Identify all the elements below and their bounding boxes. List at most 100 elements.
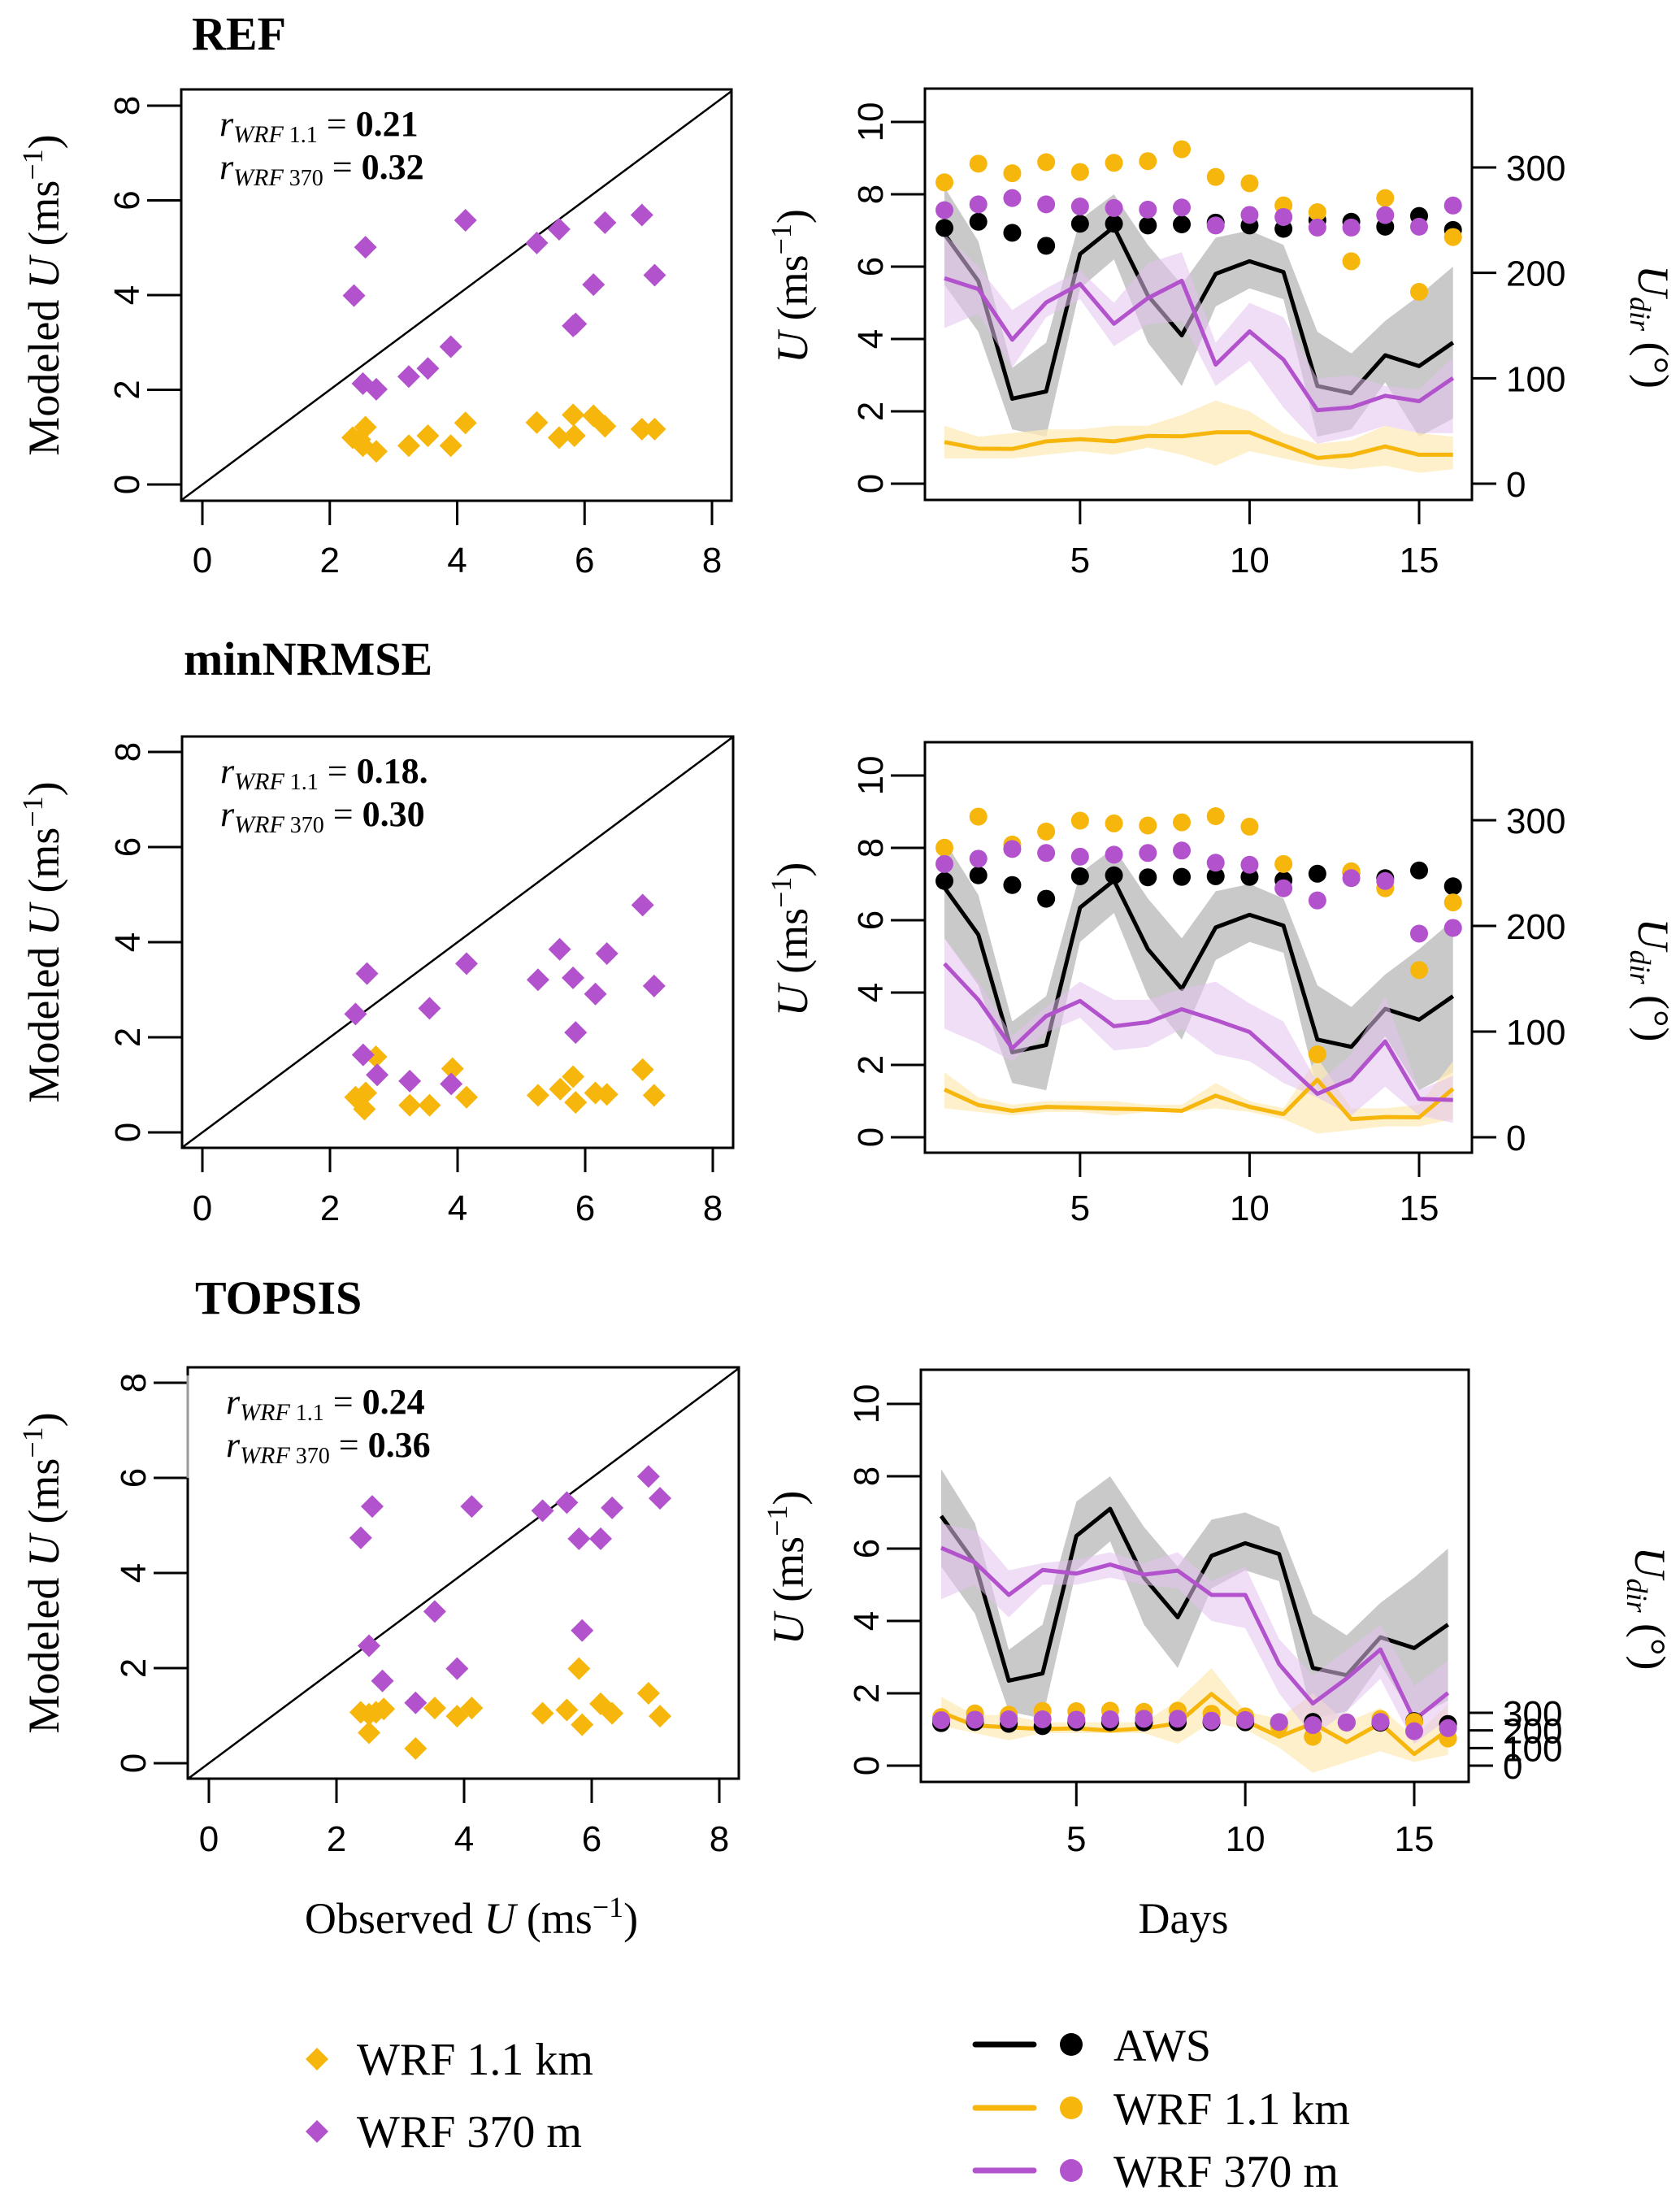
- direction-dot-wrf11: [1070, 811, 1089, 830]
- y-right-tick-label: 200: [1506, 254, 1565, 294]
- scatter-point-wrf370: [567, 1527, 591, 1550]
- scatter-point-wrf11: [418, 1093, 441, 1117]
- direction-dot-wrf370: [1206, 854, 1225, 872]
- direction-dot-wrf11: [1410, 283, 1428, 302]
- band-wrf370: [944, 938, 1453, 1123]
- y-tick-label: 8: [114, 1373, 154, 1393]
- direction-dot-wrf11: [969, 154, 988, 173]
- scatter-point-wrf370: [571, 1619, 594, 1642]
- scatter-point-wrf11: [445, 1705, 469, 1728]
- direction-dot-aws: [936, 219, 953, 237]
- scatter-point-wrf370: [355, 962, 379, 985]
- y-right-tick-label: 100: [1506, 1013, 1565, 1053]
- direction-dot-wrf370: [1376, 871, 1395, 890]
- direction-dot-wrf370: [1037, 195, 1056, 214]
- direction-dot-aws: [1410, 861, 1428, 880]
- direction-dot-wrf11: [1105, 154, 1123, 172]
- direction-dot-wrf370: [1337, 1713, 1356, 1732]
- scatter-point-wrf11: [531, 1701, 554, 1725]
- direction-dot-aws: [969, 866, 988, 884]
- y-tick-label: 6: [114, 1468, 154, 1488]
- x-tick-label: 4: [448, 1188, 467, 1228]
- y-tick-label: 2: [851, 402, 891, 421]
- scatter-point-wrf370: [593, 211, 617, 234]
- scatter-point-wrf11: [571, 1713, 594, 1736]
- x-tick-label: 0: [193, 1188, 212, 1228]
- y-tick-label: 10: [851, 756, 891, 796]
- y-right-tick-label: 300: [1506, 149, 1565, 189]
- series-wrf11: [349, 1657, 671, 1760]
- direction-dot-wrf11: [1003, 164, 1022, 183]
- scatter-point-wrf11: [595, 1083, 619, 1106]
- direction-dot-wrf370: [932, 1711, 950, 1730]
- legend-diamond-wrf11-icon: [306, 2048, 328, 2070]
- direction-dot-wrf11: [1037, 822, 1056, 841]
- scatter-point-wrf11: [404, 1736, 428, 1760]
- scatter-point-wrf370: [555, 1491, 579, 1514]
- y-tick-label: 0: [851, 1128, 891, 1147]
- direction-dot-wrf370: [1070, 847, 1089, 866]
- scatter-point-wrf370: [445, 1657, 469, 1680]
- scatter-point-wrf11: [454, 1085, 478, 1109]
- scatter-point-wrf370: [525, 231, 549, 254]
- scatter-point-wrf370: [342, 284, 366, 307]
- scatter-point-wrf11: [525, 411, 549, 434]
- scatter-point-wrf370: [423, 1600, 446, 1623]
- scatter-point-wrf11: [423, 1697, 446, 1720]
- scatter-point-wrf11: [549, 1077, 572, 1101]
- x-tick-label: 5: [1066, 1819, 1086, 1859]
- y-tick-label: 10: [847, 1384, 887, 1424]
- scatter-point-wrf370: [636, 1465, 660, 1488]
- scatter-point-wrf370: [526, 968, 549, 992]
- y-tick-label: 8: [108, 742, 148, 762]
- direction-dot-wrf370: [1236, 1710, 1255, 1729]
- y-right-tick-label: 100: [1506, 359, 1565, 399]
- speed-line-wrf11: [940, 1692, 1450, 1757]
- y-tick-label: 8: [107, 96, 147, 115]
- scatter-point-wrf370: [564, 312, 588, 336]
- scatter-point-wrf370: [344, 1002, 367, 1026]
- direction-dot-wrf11: [1240, 174, 1259, 193]
- correlation-annotation: rWRF 370 = 0.30: [220, 794, 425, 838]
- scatter-point-wrf370: [564, 1021, 588, 1045]
- direction-dot-aws: [1003, 876, 1022, 894]
- direction-dots-wrf370: [936, 840, 1462, 943]
- legend-label-wrf370: WRF 370 m: [357, 2107, 582, 2157]
- x-tick-label: 5: [1070, 1188, 1090, 1228]
- y-tick-label: 2: [847, 1684, 887, 1703]
- x-tick-label: 15: [1400, 1188, 1439, 1228]
- direction-dot-wrf370: [1033, 1710, 1052, 1729]
- scatter-point-wrf11: [397, 434, 420, 458]
- direction-dot-wrf11: [969, 807, 988, 826]
- x-tick-label: 4: [454, 1819, 474, 1859]
- direction-dot-wrf11: [1443, 228, 1462, 246]
- direction-dot-wrf370: [1003, 189, 1022, 207]
- x-tick-label: 8: [703, 1188, 723, 1228]
- scatter-point-wrf370: [642, 974, 666, 997]
- direction-dot-wrf370: [1105, 198, 1123, 217]
- legend-label-wrf11-ts: WRF 1.1 km: [1113, 2084, 1350, 2135]
- scatter-point-wrf370: [548, 937, 571, 961]
- scatter-point-wrf370: [601, 1496, 624, 1519]
- direction-dot-aws: [1105, 866, 1123, 884]
- scatter-point-wrf370: [440, 1072, 463, 1096]
- direction-dot-aws: [1003, 224, 1022, 242]
- legend-dot-aws: [1060, 2033, 1083, 2056]
- band-wrf370: [941, 1523, 1448, 1745]
- scatter-point-wrf11: [526, 1084, 549, 1107]
- scatter-point-wrf11: [416, 424, 440, 448]
- direction-dot-wrf370: [1410, 217, 1428, 236]
- direction-dot-wrf370: [1342, 218, 1361, 237]
- scatter-point-wrf11: [441, 1057, 464, 1080]
- scatter-panel-minnrmse: minNRMSE 0 2 4 6 8 0 2 4 6 8 Modeled U (ms−1) rWRF 1…: [16, 632, 735, 1228]
- scatter-point-wrf11: [454, 411, 477, 435]
- direction-dots-wrf11: [936, 807, 1462, 1063]
- scatter-point-wrf11: [398, 1093, 422, 1117]
- direction-dot-aws: [936, 871, 953, 890]
- scatter-point-wrf11: [567, 1657, 591, 1680]
- scatter-point-wrf370: [360, 1495, 384, 1519]
- direction-dot-wrf11: [1376, 189, 1395, 207]
- y-tick-label: 4: [851, 329, 891, 349]
- direction-dot-wrf11: [1139, 152, 1157, 171]
